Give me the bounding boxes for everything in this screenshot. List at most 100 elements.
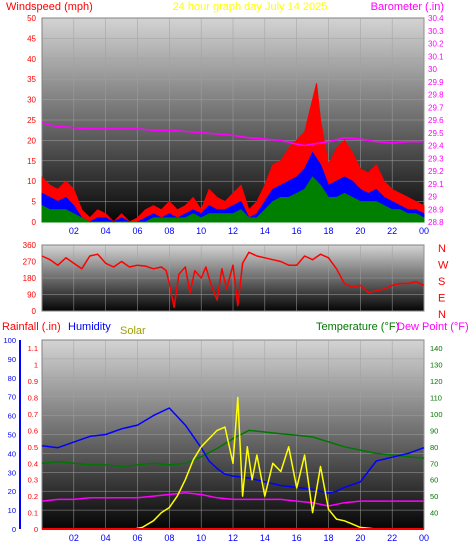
- humidity-y-tick-label: 20: [8, 487, 16, 496]
- direction-y-tick-label: 0: [32, 307, 37, 316]
- wind-y-tick-label: 15: [27, 157, 36, 166]
- rain-y-tick-label: 0.8: [28, 394, 38, 403]
- temperature-y-tick-label: 90: [430, 426, 438, 435]
- x-tick-label: 00: [419, 226, 429, 236]
- x-tick-label: 04: [101, 533, 111, 543]
- barometer-y-tick-label: 28.9: [428, 205, 444, 214]
- x-tick-label: 12: [228, 226, 238, 236]
- barometer-y-tick-label: 29.8: [428, 91, 444, 100]
- wind-y-tick-label: 45: [27, 34, 36, 43]
- legend-humidity: Humidity: [68, 321, 111, 333]
- temperature-y-tick-label: 140: [430, 344, 443, 353]
- rain-y-tick-label: 0.2: [28, 492, 38, 501]
- temperature-y-tick-label: 100: [430, 410, 443, 419]
- rain-y-tick-label: 0.3: [28, 476, 38, 485]
- x-tick-label: 10: [196, 226, 206, 236]
- rain-y-tick-label: 0.1: [28, 509, 38, 518]
- barometer-axis-title: Barometer (.in): [371, 1, 444, 13]
- temperature-y-tick-label: 80: [430, 443, 438, 452]
- x-tick-label: 14: [260, 533, 270, 543]
- compass-label: E: [438, 293, 445, 305]
- x-tick-label: 22: [387, 226, 397, 236]
- humidity-y-tick-label: 90: [8, 355, 16, 364]
- compass-label: N: [438, 243, 446, 255]
- compass-label: S: [438, 276, 445, 288]
- x-tick-label: 18: [323, 533, 333, 543]
- humidity-y-tick-label: 50: [8, 431, 16, 440]
- compass-label: W: [438, 260, 449, 272]
- humidity-y-tick-label: 40: [8, 449, 16, 458]
- barometer-y-tick-label: 28.8: [428, 218, 444, 227]
- legend-rainfall: Rainfall (.in): [2, 321, 61, 333]
- barometer-y-tick-label: 29.4: [428, 142, 444, 151]
- x-tick-label: 02: [69, 533, 79, 543]
- legend-dewpoint: Dew Point (°F): [397, 321, 469, 333]
- barometer-y-tick-label: 29.5: [428, 129, 444, 138]
- humidity-y-tick-label: 80: [8, 374, 16, 383]
- rain-y-tick-label: 0: [34, 525, 38, 534]
- legend-temperature: Temperature (°F): [316, 321, 399, 333]
- temperature-y-tick-label: 50: [430, 492, 438, 501]
- temperature-y-tick-label: 120: [430, 377, 443, 386]
- barometer-y-tick-label: 29.9: [428, 78, 444, 87]
- x-tick-label: 06: [132, 226, 142, 236]
- x-tick-label: 12: [228, 533, 238, 543]
- x-tick-label: 16: [292, 533, 302, 543]
- barometer-y-tick-label: 30.4: [428, 14, 444, 23]
- humidity-y-tick-label: 70: [8, 393, 16, 402]
- barometer-y-tick-label: 29.7: [428, 103, 444, 112]
- direction-y-tick-label: 90: [27, 291, 36, 300]
- barometer-y-tick-label: 29.3: [428, 154, 444, 163]
- rain-y-tick-label: 1.1: [28, 344, 38, 353]
- x-tick-label: 20: [355, 533, 365, 543]
- barometer-y-tick-label: 29.6: [428, 116, 444, 125]
- x-tick-label: 10: [196, 533, 206, 543]
- barometer-y-tick-label: 30.3: [428, 27, 444, 36]
- solar-series: [42, 396, 424, 530]
- barometer-y-tick-label: 30.2: [428, 40, 444, 49]
- temperature-y-tick-label: 130: [430, 361, 443, 370]
- rain-y-tick-label: 0.9: [28, 377, 38, 386]
- windspeed-axis-title: Windspeed (mph): [6, 1, 93, 13]
- x-tick-label: 14: [260, 226, 270, 236]
- barometer-series: [41, 121, 424, 147]
- rain-y-tick-label: 0.4: [28, 459, 38, 468]
- x-tick-label: 22: [387, 533, 397, 543]
- rain-y-tick-label: 1: [34, 361, 38, 370]
- direction-y-tick-label: 270: [23, 258, 37, 267]
- temperature-y-tick-label: 40: [430, 509, 438, 518]
- wind-y-tick-label: 30: [27, 96, 36, 105]
- barometer-y-tick-label: 29.1: [428, 180, 444, 189]
- humidity-series: [41, 407, 425, 494]
- chart-title: 24 hour graph day July 14 2025: [173, 1, 328, 13]
- temperature-y-tick-label: 60: [430, 476, 438, 485]
- x-tick-label: 02: [69, 226, 79, 236]
- rain-y-tick-label: 0.6: [28, 426, 38, 435]
- x-tick-label: 08: [164, 226, 174, 236]
- barometer-y-tick-label: 29.2: [428, 167, 444, 176]
- temperature-y-tick-label: 70: [430, 459, 438, 468]
- temperature-series: [41, 429, 425, 468]
- wind-average-series: [41, 176, 425, 223]
- humidity-y-tick-label: 10: [8, 506, 16, 515]
- humidity-y-tick-label: 100: [3, 336, 16, 345]
- barometer-y-tick-label: 30: [428, 65, 437, 74]
- x-tick-label: 18: [323, 226, 333, 236]
- temperature-y-tick-label: 110: [430, 394, 442, 403]
- wind-y-tick-label: 20: [27, 136, 36, 145]
- x-tick-label: 08: [164, 533, 174, 543]
- wind-y-tick-label: 10: [27, 177, 36, 186]
- wind-y-tick-label: 25: [27, 116, 36, 125]
- compass-label: N: [438, 309, 446, 321]
- wind-y-tick-label: 35: [27, 75, 36, 84]
- wind-y-tick-label: 0: [32, 218, 37, 227]
- direction-y-tick-label: 360: [23, 241, 37, 250]
- humidity-y-tick-label: 60: [8, 412, 16, 421]
- humidity-y-tick-label: 0: [12, 525, 16, 534]
- humidity-y-tick-label: 30: [8, 468, 16, 477]
- barometer-y-tick-label: 29: [428, 193, 437, 202]
- wind-direction-series: [41, 251, 425, 309]
- x-tick-label: 16: [292, 226, 302, 236]
- barometer-y-tick-label: 30.1: [428, 52, 444, 61]
